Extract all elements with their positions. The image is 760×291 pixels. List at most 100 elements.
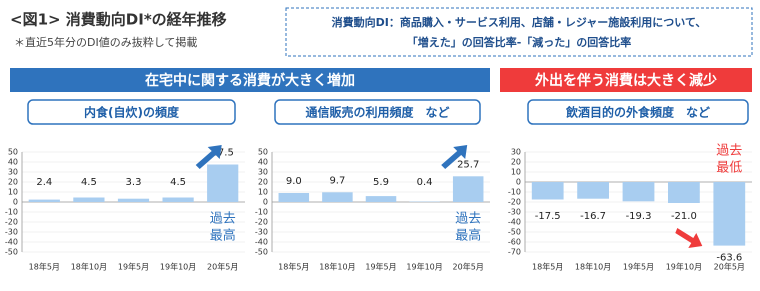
x-tick-label: 18年5月 [532, 262, 563, 272]
bar [452, 176, 484, 202]
y-tick-label: 50 [8, 148, 18, 157]
banner-text: 在宅中に関する消費が大きく増加 [145, 72, 355, 89]
value-label: 2.4 [36, 177, 52, 188]
y-tick-label: -30 [255, 228, 268, 237]
bar [278, 193, 310, 202]
y-tick-label: -20 [5, 218, 18, 227]
y-tick-label: -30 [508, 208, 521, 217]
banner-text: 外出を伴う消費は大きく減少 [535, 72, 717, 89]
value-label: 37.5 [212, 148, 234, 159]
x-tick-label: 19年10月 [406, 262, 442, 272]
y-tick-label: 40 [258, 158, 268, 167]
y-tick-label: -10 [5, 208, 18, 217]
y-tick-label: -40 [5, 238, 18, 247]
annotation: 過去 [210, 212, 236, 227]
banner [500, 68, 752, 92]
title: <図1> 消費動向DI*の経年推移 [10, 11, 227, 29]
y-tick-label: 50 [258, 148, 268, 157]
y-tick-label: 20 [258, 178, 268, 187]
note-line: 「増えた」の回答比率-「減った」の回答比率 [407, 35, 632, 49]
banner [10, 68, 490, 92]
value-label: 4.5 [81, 177, 97, 188]
bar [322, 192, 353, 202]
chart-title-box [27, 99, 236, 125]
arrow-icon [441, 145, 468, 169]
x-tick-label: 20年5月 [453, 262, 484, 272]
value-label: 4.5 [170, 177, 186, 188]
bar [577, 182, 609, 199]
chart-title: 通信販売の利用頻度 など [305, 105, 449, 120]
bar [162, 197, 194, 202]
value-label: 9.7 [329, 175, 345, 186]
x-tick-label: 19年5月 [365, 262, 396, 272]
y-tick-label: -50 [255, 248, 268, 257]
x-tick-label: 18年10月 [71, 262, 107, 272]
y-tick-label: 0 [13, 198, 18, 207]
x-tick-label: 18年10月 [319, 262, 355, 272]
y-tick-label: -40 [255, 238, 268, 247]
chart-title: 飲酒目的の外食頻度 など [565, 105, 710, 120]
y-tick-label: 20 [8, 178, 18, 187]
subtitle: ＊直近5年分のDI値のみ抜粋して掲載 [14, 35, 197, 49]
y-tick-label: 10 [258, 188, 268, 197]
value-label: -63.6 [716, 253, 742, 264]
y-tick-label: -20 [255, 218, 268, 227]
bar [365, 196, 397, 202]
annotation: 最高 [455, 228, 481, 244]
arrow-icon [195, 145, 222, 169]
y-tick-label: -40 [508, 218, 521, 227]
x-tick-label: 20年5月 [207, 262, 238, 272]
annotation: 最低 [716, 161, 742, 176]
y-tick-label: -70 [508, 248, 521, 257]
value-label: 9.0 [286, 176, 302, 187]
y-tick-label: -60 [508, 238, 521, 247]
y-tick-label: -30 [5, 228, 18, 237]
chart-title: 内食(自炊)の頻度 [84, 105, 180, 120]
x-tick-label: 18年5月 [278, 262, 309, 272]
annotation: 過去 [455, 212, 481, 227]
value-label: 25.7 [457, 159, 479, 170]
x-tick-label: 19年10月 [160, 262, 196, 272]
note-box [285, 7, 753, 57]
bar [622, 182, 655, 202]
x-tick-label: 20年5月 [714, 262, 745, 272]
note-line: 消費動向DI：商品購入・サービス利用、店舗・レジャー施設利用について、 [332, 15, 707, 29]
bar [73, 197, 105, 202]
value-label: -21.0 [671, 211, 697, 222]
x-tick-label: 18年5月 [29, 262, 60, 272]
chart-title-box [274, 99, 481, 125]
chart-title-box [527, 99, 749, 125]
y-tick-label: -20 [508, 198, 521, 207]
annotation: 最高 [210, 228, 236, 244]
y-tick-label: -10 [255, 208, 268, 217]
bar [207, 164, 239, 202]
value-label: -19.3 [626, 211, 652, 222]
y-tick-label: 20 [511, 158, 521, 167]
value-label: 3.3 [126, 177, 142, 188]
bar [28, 199, 60, 202]
value-label: -16.7 [580, 211, 606, 222]
value-label: -17.5 [535, 211, 561, 222]
y-tick-label: 10 [8, 188, 18, 197]
bar [531, 182, 564, 200]
arrow-icon [675, 228, 703, 248]
y-tick-label: 0 [263, 198, 268, 207]
y-tick-label: 40 [8, 158, 18, 167]
x-tick-label: 18年10月 [575, 262, 611, 272]
y-tick-label: 0 [516, 178, 521, 187]
y-tick-label: 30 [258, 168, 268, 177]
bar [668, 182, 700, 203]
y-tick-label: 30 [511, 148, 521, 157]
x-tick-label: 19年5月 [623, 262, 654, 272]
bar [117, 198, 150, 202]
value-label: 5.9 [373, 177, 389, 188]
y-tick-label: -50 [5, 248, 18, 257]
y-tick-label: 10 [511, 168, 521, 177]
annotation: 過去 [716, 144, 742, 159]
x-tick-label: 19年10月 [666, 262, 702, 272]
y-tick-label: -50 [508, 228, 521, 237]
y-tick-label: -10 [508, 188, 521, 197]
y-tick-label: 30 [8, 168, 18, 177]
value-label: 0.4 [417, 177, 433, 188]
